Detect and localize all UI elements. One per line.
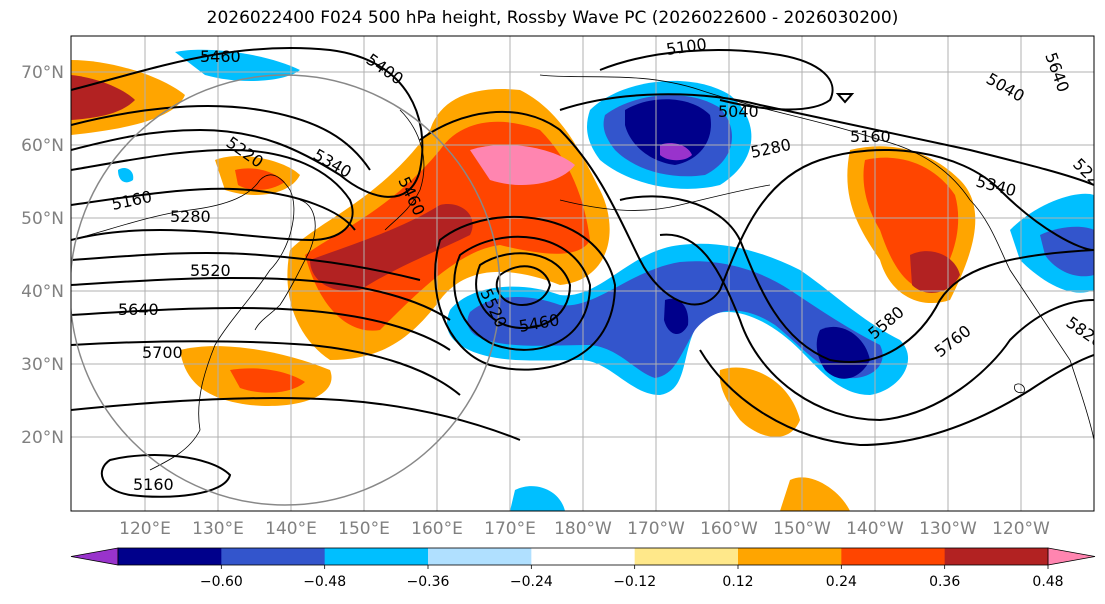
lat-label: 30°N [21, 355, 64, 375]
lon-label: 120°W [992, 519, 1050, 539]
colorbar: −0.60 −0.48 −0.36 −0.24 −0.12 0.12 0.24 0.36 0.4… [70, 547, 1096, 590]
colorbar-segment [738, 548, 842, 565]
contour-label: 5640 [118, 300, 159, 319]
contour-label: 5160 [850, 127, 891, 146]
contour-label: 5100 [665, 34, 708, 58]
lon-label: 140°W [846, 519, 904, 539]
lat-label: 70°N [21, 63, 64, 83]
lon-label: 150°E [338, 519, 390, 539]
colorbar-segment [841, 548, 946, 565]
anomaly-region-japan-trough-core [235, 168, 285, 190]
colorbar-frame [117, 547, 1049, 566]
anomaly-region-tropics [510, 486, 565, 511]
colorbar-segment [531, 548, 636, 565]
anomaly-region-arctic-low [175, 49, 300, 82]
lat-label: 50°N [21, 209, 64, 229]
alaska-coastline [539, 74, 971, 201]
positive-anomaly-regions [71, 60, 976, 511]
colorbar-tick-label: 0.36 [929, 574, 960, 590]
contour-label: 5700 [142, 343, 183, 362]
anomaly-region-tropical-east [780, 477, 850, 511]
anomaly-region-small-west [118, 168, 134, 183]
aleutians [559, 184, 771, 211]
asia-coastline [71, 174, 295, 471]
colorbar-segment [634, 548, 739, 565]
colorbar-tick-label: −0.36 [407, 574, 450, 590]
contour-label: 5040 [718, 102, 759, 121]
contour-label: 5280 [170, 207, 211, 226]
contour-cutoff-low [495, 265, 552, 306]
reference-circle [71, 74, 501, 506]
anomaly-region-alaska-low-peak [660, 143, 692, 161]
colorbar-max-arrow [1047, 547, 1096, 566]
lat-label: 60°N [21, 136, 64, 156]
lat-label: 20°N [21, 428, 64, 448]
colorbar-tick-label: 0.48 [1032, 574, 1063, 590]
anomaly-region-midlat-chain-core [816, 326, 870, 379]
colorbar-tick-label: −0.24 [510, 574, 553, 590]
lon-label: 180°W [554, 519, 612, 539]
colorbar-segment [221, 548, 326, 565]
colorbar-tick-label: 0.12 [722, 574, 753, 590]
lon-label: 170°E [484, 519, 536, 539]
colorbar-tick-label: 0.24 [826, 574, 857, 590]
colorbar-min-arrow [70, 547, 119, 566]
colorbar-segment [944, 548, 1049, 565]
colorbar-tick-label: −0.48 [303, 574, 346, 590]
colorbar-tick-label: −0.12 [613, 574, 656, 590]
anomaly-region-subtropics-core [230, 368, 305, 393]
contour-label: 5460 [200, 47, 241, 66]
hawaii [1014, 383, 1025, 393]
lon-label: 160°W [700, 519, 758, 539]
plot-frame [70, 35, 1095, 512]
kamchatka-coastline [384, 109, 425, 231]
lon-label: 170°W [627, 519, 685, 539]
lon-label: 160°E [411, 519, 463, 539]
colorbar-segment [118, 548, 222, 565]
lon-label: 150°W [773, 519, 831, 539]
graticule [71, 36, 1094, 511]
colorbar-tick-label: −0.60 [200, 574, 243, 590]
anomaly-region-alaska-low-core [625, 99, 711, 165]
anomaly-region-central-pacific [719, 367, 800, 437]
anomaly-region-bering-peak [470, 145, 575, 185]
contour-label: 5520 [190, 261, 231, 280]
contour-label: 5160 [133, 475, 174, 494]
colorbar-segment [324, 548, 429, 565]
longitude-labels: 120°E 130°E 140°E 150°E 160°E 170°E 180°… [119, 519, 1050, 539]
map-title: 2026022400 F024 500 hPa height, Rossby W… [206, 8, 899, 28]
anomaly-region-north-pacific-core [310, 204, 473, 291]
lon-label: 120°E [119, 519, 171, 539]
lon-label: 130°E [192, 519, 244, 539]
lon-label: 130°W [919, 519, 977, 539]
lat-label: 40°N [21, 282, 64, 302]
colorbar-segment [428, 548, 532, 565]
contour-ridge [419, 110, 1094, 306]
latitude-labels: 70°N 60°N 50°N 40°N 30°N 20°N [21, 63, 64, 448]
height-contours [71, 47, 1094, 498]
anomaly-region-midlat-core-west [664, 298, 689, 335]
triangle-marker [835, 93, 855, 104]
lon-label: 140°E [265, 519, 317, 539]
